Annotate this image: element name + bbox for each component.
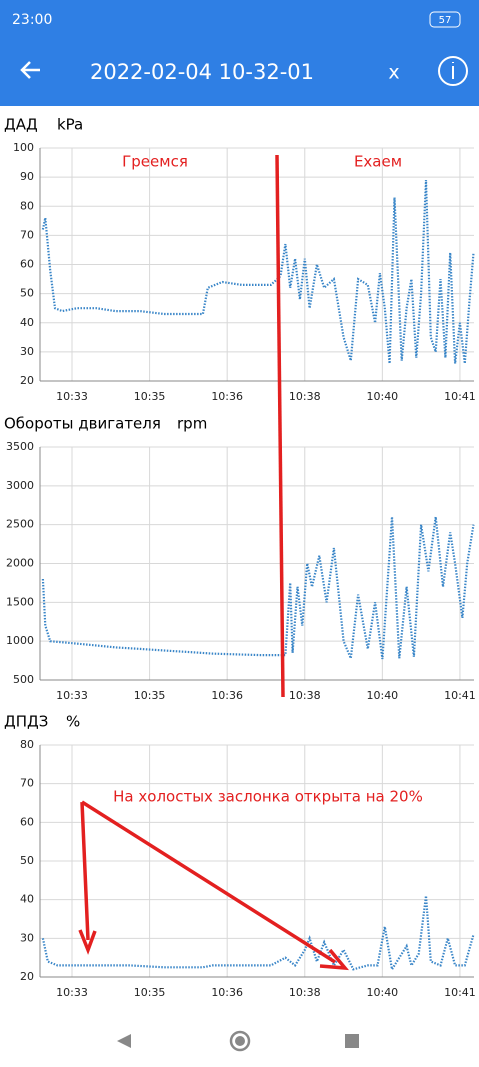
y-tick-label: 50: [20, 287, 34, 300]
y-tick-label: 1000: [6, 634, 34, 647]
x-tick-label: 10:40: [366, 689, 398, 702]
x-tick-label: 10:40: [366, 390, 398, 403]
arrows: [78, 800, 350, 971]
y-tick-label: 100: [13, 141, 34, 154]
x-tick-label: 10:38: [289, 689, 321, 702]
data-line: [41, 179, 475, 364]
y-tick-label: 20: [20, 374, 34, 387]
header-bg: [0, 0, 479, 106]
y-tick-label: 500: [13, 673, 34, 686]
x-tick-label: 10:40: [366, 986, 398, 999]
data-line: [41, 895, 475, 973]
charts: ДАД kPa 20 30 40 50 60 70 80 90 100 10:33 10:35 10:36…: [4, 116, 476, 1000]
battery-icon: [429, 11, 461, 28]
nav-home[interactable]: [229, 1030, 251, 1052]
chart-title: ДПДЗ: [4, 713, 48, 731]
x-tick-label: 10:41: [444, 689, 476, 702]
back-button[interactable]: [20, 61, 40, 79]
x-tick-label: 10:41: [444, 390, 476, 403]
y-tick-label: 90: [20, 170, 34, 183]
nav-home-dot: [235, 1036, 245, 1046]
y-tick-label: 50: [20, 854, 34, 867]
y-axis-label: kPa: [57, 116, 83, 134]
y-axis-label: %: [66, 713, 80, 731]
close-button[interactable]: x: [388, 62, 399, 84]
status-time: 23:00: [12, 12, 52, 28]
nav-back[interactable]: [117, 1034, 131, 1048]
x-tick-label: 10:38: [289, 390, 321, 403]
y-axis-label: rpm: [177, 415, 207, 433]
chart-title: ДАД: [4, 116, 38, 134]
y-tick-label: 80: [20, 199, 34, 212]
y-tick-label: 70: [20, 777, 34, 790]
x-tick-label: 10:33: [56, 689, 88, 702]
x-tick-label: 10:36: [211, 986, 243, 999]
y-tick-label: 2000: [6, 557, 34, 570]
y-tick-label: 20: [20, 970, 34, 983]
y-tick-label: 30: [20, 931, 34, 944]
battery-level: 57: [439, 15, 452, 26]
divider-line: [275, 154, 285, 698]
x-tick-label: 10:41: [444, 986, 476, 999]
y-tick-label: 30: [20, 345, 34, 358]
x-tick-label: 10:33: [56, 986, 88, 999]
chart-title: Обороты двигателя: [4, 415, 161, 433]
annotation: Греемся: [122, 153, 188, 171]
y-tick-label: 1500: [6, 595, 34, 608]
y-tick-label: 3000: [6, 479, 34, 492]
annotation: Ехаем: [354, 153, 402, 171]
y-tick-label: 70: [20, 228, 34, 241]
y-tick-label: 2500: [6, 518, 34, 531]
x-tick-label: 10:36: [211, 390, 243, 403]
y-tick-label: 3500: [6, 440, 34, 453]
annotation: На холостых заслонка открыта на 20%: [113, 788, 423, 806]
x-tick-label: 10:35: [134, 390, 166, 403]
y-tick-label: 60: [20, 258, 34, 271]
nav-recent[interactable]: [345, 1034, 359, 1048]
x-tick-label: 10:38: [289, 986, 321, 999]
y-tick-label: 40: [20, 893, 34, 906]
annotation-layer: Греемся Ехаем На холостых заслонка откры…: [78, 153, 423, 971]
y-tick-label: 40: [20, 316, 34, 329]
info-button[interactable]: [438, 56, 468, 86]
y-tick-label: 80: [20, 738, 34, 751]
app-title: 2022-02-04 10-32-01: [90, 60, 314, 84]
data-line: [41, 516, 475, 663]
x-tick-label: 10:36: [211, 689, 243, 702]
x-tick-label: 10:33: [56, 390, 88, 403]
x-tick-label: 10:35: [134, 689, 166, 702]
y-tick-label: 60: [20, 815, 34, 828]
x-tick-label: 10:35: [134, 986, 166, 999]
